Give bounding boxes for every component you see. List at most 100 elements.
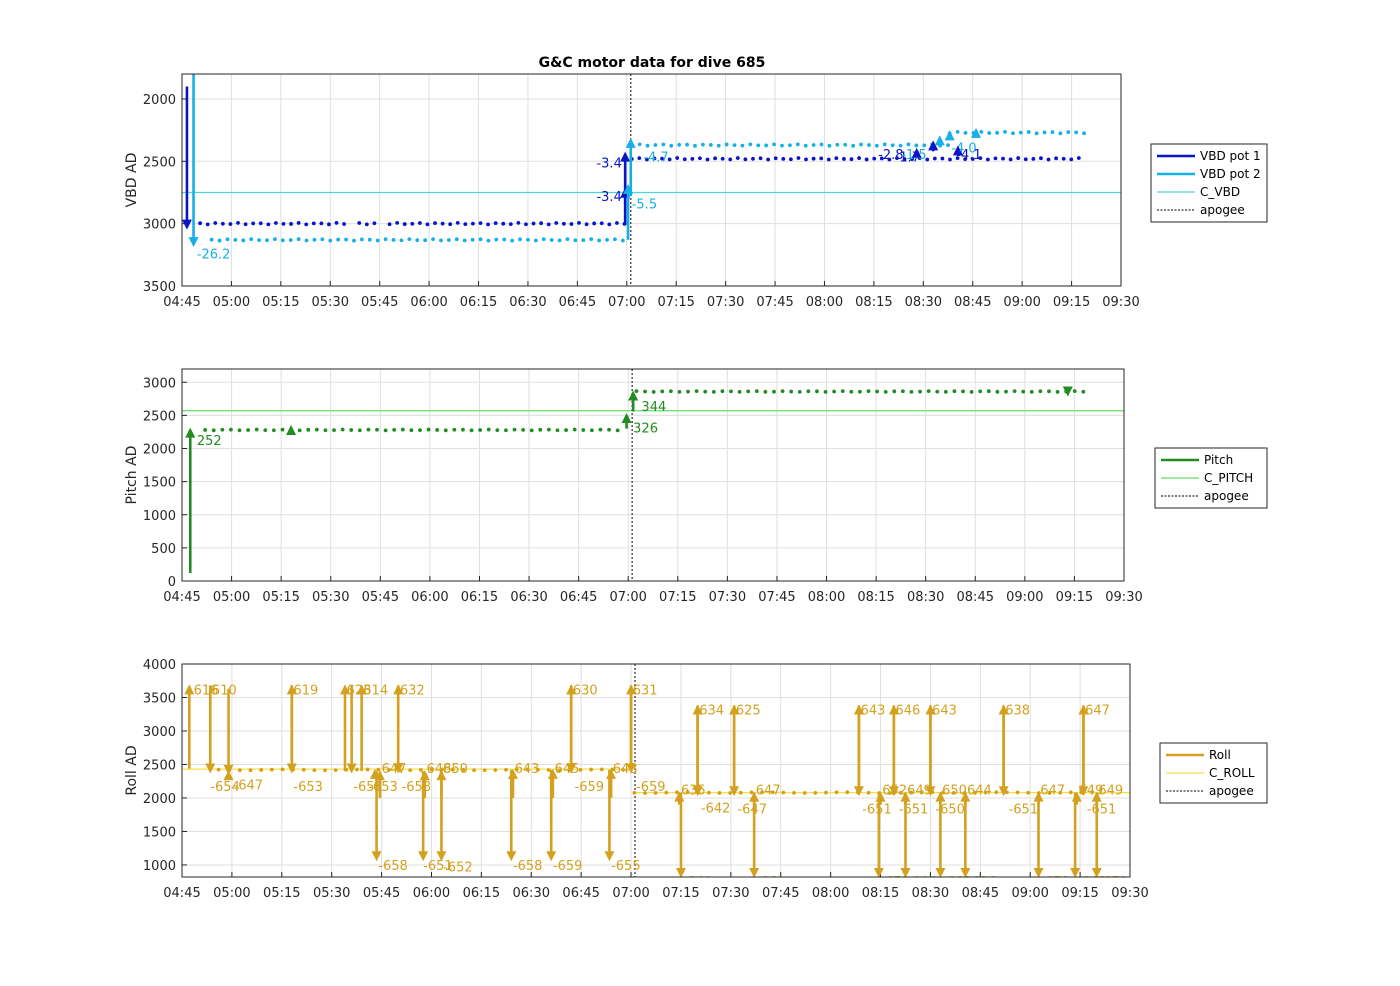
arrow-head — [749, 868, 760, 877]
data-point — [248, 768, 253, 773]
y-tick-label: 2000 — [143, 443, 176, 458]
data-point — [1061, 156, 1066, 161]
data-point — [446, 238, 451, 242]
x-tick-label: 06:45 — [560, 590, 597, 605]
motor-move-arrow: 610 — [205, 683, 237, 774]
data-point — [478, 237, 483, 242]
x-tick-label: 07:30 — [709, 590, 746, 605]
y-axis-label: VBD AD — [124, 153, 140, 208]
arrow-head — [971, 127, 982, 138]
arrow-head — [436, 770, 447, 781]
x-tick-label: 05:00 — [213, 295, 250, 310]
data-point — [653, 791, 658, 795]
y-tick-label: 2500 — [143, 409, 176, 424]
data-point — [402, 222, 407, 226]
data-point — [751, 156, 755, 161]
data-point — [675, 156, 680, 160]
arrow-head — [935, 868, 946, 877]
x-tick-label: 07:00 — [608, 295, 645, 310]
data-point — [788, 157, 793, 162]
data-point — [399, 238, 404, 243]
data-point — [693, 143, 697, 148]
data-point — [493, 221, 498, 225]
data-point — [910, 157, 915, 162]
plot-area — [182, 369, 1124, 581]
data-point — [1015, 790, 1020, 795]
arrow-label: 647 — [1040, 783, 1065, 798]
data-point — [525, 767, 530, 772]
arrow-head — [925, 786, 936, 797]
motor-move-arrow: -651 — [418, 771, 453, 874]
motor-move-arrow: 650 — [935, 783, 967, 805]
x-tick-label: 05:00 — [213, 886, 250, 901]
data-point — [943, 389, 948, 394]
data-point — [246, 428, 251, 432]
axes-frame — [181, 73, 1122, 287]
y-tick-label: 3500 — [143, 691, 176, 706]
x-tick-label: 08:30 — [905, 295, 942, 310]
y-tick-label: 2000 — [143, 792, 176, 807]
data-point — [392, 428, 397, 432]
x-tick-label: 08:15 — [855, 295, 892, 310]
data-point — [605, 238, 609, 242]
motor-move-arrow: -3.4 — [596, 151, 631, 193]
data-point — [985, 157, 990, 162]
data-point — [440, 221, 445, 226]
data-point — [643, 791, 647, 795]
arrow-label: -652 — [881, 875, 911, 890]
data-point — [217, 238, 222, 243]
data-point — [749, 790, 754, 795]
data-point — [661, 142, 666, 147]
motor-move-arrow: -634 — [960, 792, 997, 877]
x-tick-label: 04:45 — [163, 590, 200, 605]
arrow-label: -658 — [402, 780, 432, 795]
data-point — [883, 390, 888, 394]
data-point — [993, 156, 998, 161]
arrow-label: -652 — [443, 860, 473, 875]
arrow-head — [935, 791, 946, 802]
y-tick-label: 0 — [168, 575, 176, 590]
data-point — [387, 222, 392, 227]
data-point — [549, 238, 554, 242]
data-point — [569, 222, 574, 226]
motor-move-arrow: 644 — [960, 783, 992, 805]
data-point — [1072, 389, 1077, 394]
x-tick-label: 05:30 — [312, 590, 349, 605]
legend-label: Roll — [1209, 748, 1231, 762]
data-point — [415, 238, 420, 243]
data-point — [940, 156, 945, 161]
data-point — [651, 390, 656, 394]
data-point — [754, 389, 759, 394]
data-point — [961, 389, 965, 394]
arrow-label: 625 — [736, 704, 761, 719]
arrow-head — [944, 130, 955, 141]
data-point — [813, 790, 818, 795]
data-point — [418, 768, 423, 772]
arrow-head — [182, 219, 192, 230]
x-tick-label: 09:00 — [1003, 295, 1040, 310]
arrow-label: 635 — [681, 783, 706, 798]
data-point — [538, 427, 543, 432]
data-point — [979, 129, 984, 134]
data-point — [508, 222, 513, 227]
data-point — [914, 143, 919, 148]
data-point — [890, 143, 895, 148]
data-point — [842, 157, 846, 161]
arrow-label: 631 — [633, 683, 658, 698]
data-point — [677, 389, 682, 394]
motor-move-arrow: -659 — [546, 769, 582, 874]
data-point — [698, 156, 702, 161]
arrow-label: 647 — [1085, 704, 1110, 719]
data-point — [849, 157, 854, 162]
data-point — [529, 428, 534, 433]
data-point — [703, 389, 708, 394]
data-point — [410, 221, 415, 226]
data-point — [336, 237, 341, 242]
arrow-label: -5.5 — [632, 198, 657, 213]
arrow-head — [356, 684, 367, 695]
data-point — [1076, 156, 1081, 160]
data-point — [495, 428, 500, 433]
data-point — [1001, 156, 1005, 161]
x-tick-label: 09:30 — [1105, 590, 1142, 605]
data-point — [708, 143, 713, 147]
